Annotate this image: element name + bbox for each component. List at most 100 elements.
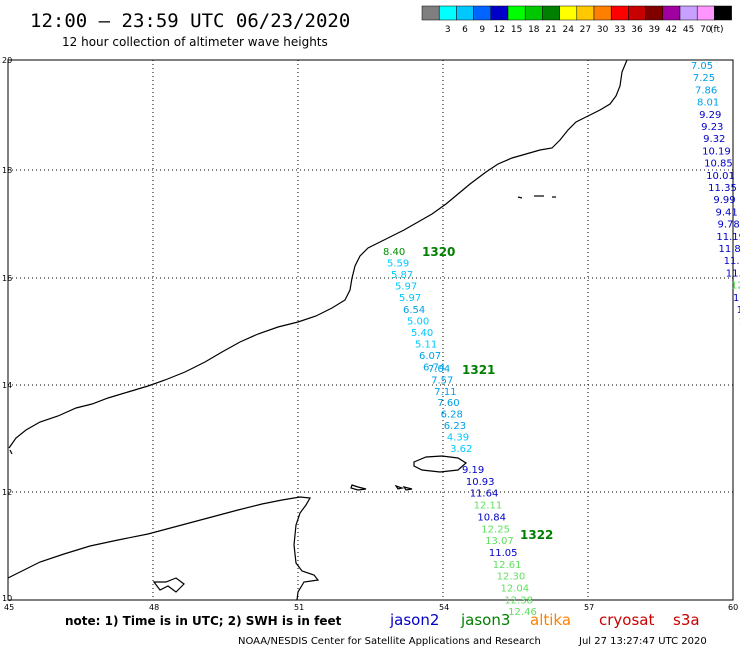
wave-height-reading: 10.19 [702,146,731,157]
wave-height-reading: 12.46 [508,607,537,618]
pass-label-1320: 1320 [422,245,455,259]
wave-height-reading: 8.40 [383,247,405,258]
legend-swatch [456,5,474,21]
wave-height-reading: 5.87 [391,270,413,281]
coastal-islet-1 [517,196,523,199]
legend-swatch [679,5,698,21]
y-tick-label: 14 [2,381,12,390]
wave-height-reading: 9.99 [713,195,735,206]
legend-bin-label: 6 [462,25,468,35]
wave-height-reading: 5.59 [387,259,409,270]
legend-swatch [610,5,629,21]
wave-height-reading: 11.4 [726,268,740,279]
footer-credit: NOAA/NESDIS Center for Satellite Applica… [238,636,541,647]
wave-height-reading: 11.83 [718,244,740,255]
plot-frame [7,59,734,601]
wave-height-reading: 11 [739,317,740,328]
wave-height-reading: 11.19 [716,232,740,243]
legend-swatch [714,5,732,21]
legend-swatch [438,5,457,21]
wave-height-reading: 9.19 [462,465,484,476]
satellite-jason3: jason3 [460,611,510,629]
satellite-altika: altika [530,611,571,629]
wave-height-reading: 7.04 [428,364,450,375]
islet-3 [402,486,413,491]
wave-height-reading: 11.64 [470,489,499,500]
wave-height-reading: 11.05 [489,548,518,559]
wave-height-reading: 11. [733,293,740,304]
satellite-cryosat: cryosat [599,611,654,629]
footer-note: note: 1) Time is in UTC; 2) SWH is in fe… [65,614,342,628]
bottom-islands [152,577,185,593]
legend-swatch [559,5,578,21]
x-tick-label: 45 [4,603,14,612]
wave-height-reading: 12.61 [493,560,522,571]
wave-height-reading: 12.04 [501,584,530,595]
islet-2 [394,484,405,490]
wave-height-reading: 9.23 [701,122,723,133]
x-axis-ticks: 45 48 51 54 57 60 [4,603,738,612]
wave-height-reading: 5.11 [415,339,437,350]
wave-height-reading: 12.38 [504,595,533,606]
legend-swatch [490,5,509,21]
x-tick-label: 48 [149,603,159,612]
wave-height-reading: 3.62 [450,444,472,455]
legend-bin-label: 9 [479,25,485,35]
grid-lines [8,60,733,600]
legend-swatch [542,5,560,21]
y-tick-label: 16 [2,274,12,283]
wave-height-reading: 9.41 [715,207,737,218]
wave-height-reading: 6.07 [419,351,441,362]
legend-bin-label: 45 [683,25,694,35]
legend-swatch [628,5,646,21]
legend-bin-label: 21 [545,25,556,35]
socotra-island [413,455,468,473]
wave-height-reading: 11.6 [724,256,740,267]
wave-height-reading: 9.32 [703,134,725,145]
legend-bin-label: 12 [494,25,505,35]
wave-height-reading: 7.86 [695,85,717,96]
wave-height-reading: 10.84 [477,512,506,523]
wave-height-reading: 12.30 [497,572,526,583]
legend-unit-label: (ft) [710,25,724,35]
x-tick-label: 51 [294,603,304,612]
legend-swatch [662,5,681,21]
legend-swatch [696,5,715,21]
wave-height-reading: 10.01 [706,171,735,182]
wave-height-reading: 7.11 [434,387,456,398]
arabian-coast [8,59,628,449]
footer-timestamp: Jul 27 13:27:47 UTC 2020 [578,636,707,647]
satellite-jason2: jason2 [389,611,439,629]
legend-bin-label: 36 [631,25,643,35]
legend-swatch [421,5,440,21]
x-tick-label: 60 [728,603,738,612]
wave-height-reading: 10.85 [704,159,733,170]
y-tick-label: 12 [2,488,12,497]
wave-height-reading: 11.35 [708,183,737,194]
legend-bin-label: 24 [562,25,574,35]
wave-height-reading: 7.60 [437,398,459,409]
map-subtitle: 12 hour collection of altimeter wave hei… [62,35,328,49]
wave-height-reading: 4.39 [447,432,469,443]
x-tick-label: 54 [439,603,449,612]
coastal-islet-4 [9,449,13,455]
wave-height-reading: 6.54 [403,305,425,316]
wave-height-reading: 12.25 [481,524,510,535]
wave-height-reading: 6.28 [441,410,463,421]
pass-label-1322: 1322 [520,528,553,542]
wave-height-reading: 6.74 [423,363,445,374]
coastline [7,59,628,601]
wave-height-reading: 5.97 [395,282,417,293]
y-tick-label: 18 [2,166,12,175]
legend-bin-label: 30 [597,25,609,35]
legend-swatch [593,5,612,21]
legend-swatch [645,5,664,21]
wave-height-reading: 5.40 [411,328,433,339]
y-axis-ticks: 10 12 14 16 18 20 [2,56,12,603]
wave-height-reading: 12.11 [474,501,503,512]
islet-1 [350,484,367,491]
y-tick-label: 10 [2,594,12,603]
satellite-legend: jason2 jason3 altika cryosat s3a [389,611,700,629]
wave-height-legend: 3 6 9 12 15 18 21 24 27 30 33 36 39 42 45 70 [421,5,732,35]
